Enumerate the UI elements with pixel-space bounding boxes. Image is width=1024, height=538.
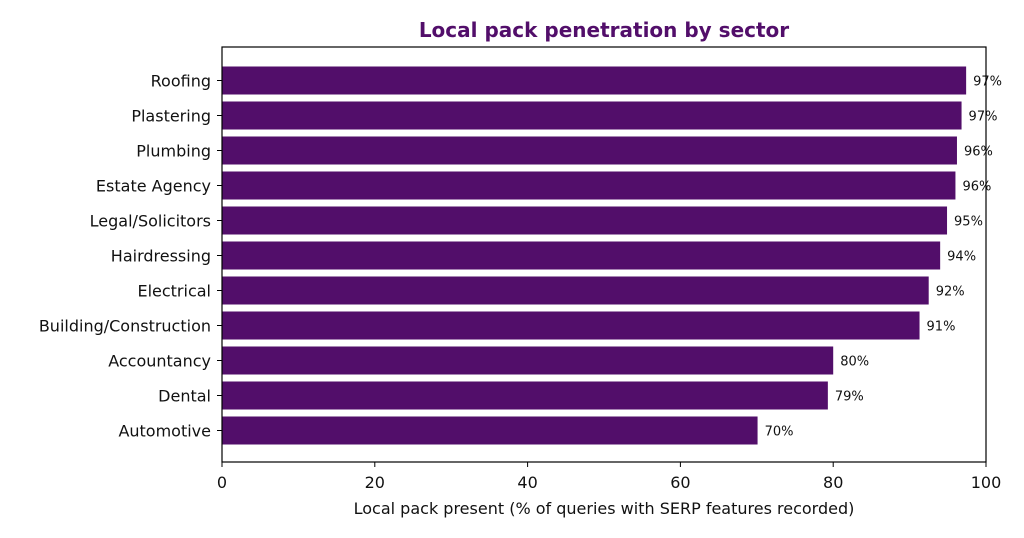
data-label: 79% <box>835 390 864 405</box>
x-tick-label: 60 <box>670 473 690 492</box>
x-ticks-group: 0 20 40 60 80 100 <box>217 462 1001 492</box>
bar <box>222 101 962 130</box>
data-label: 96% <box>962 180 991 195</box>
data-label: 97% <box>973 75 1002 90</box>
bar <box>222 241 941 270</box>
category-label: Roofing <box>151 72 211 91</box>
x-tick-label: 20 <box>365 473 385 492</box>
data-label: 96% <box>964 145 993 160</box>
data-label: 94% <box>947 250 976 265</box>
bar <box>222 416 758 445</box>
data-label: 80% <box>840 355 869 370</box>
x-tick-label: 40 <box>517 473 537 492</box>
x-tick-label: 100 <box>971 473 1002 492</box>
data-label: 70% <box>765 425 794 440</box>
bar <box>222 276 929 305</box>
category-label: Plastering <box>131 107 211 126</box>
category-label: Dental <box>158 387 211 406</box>
chart-title: Local pack penetration by sector <box>419 18 789 42</box>
category-label: Electrical <box>137 282 211 301</box>
category-label: Accountancy <box>108 352 211 371</box>
data-label: 92% <box>936 285 965 300</box>
bar <box>222 206 948 235</box>
bar <box>222 136 957 165</box>
bar <box>222 346 834 375</box>
category-label: Hairdressing <box>111 247 211 266</box>
bar <box>222 311 920 340</box>
category-label: Legal/Solicitors <box>90 212 211 231</box>
data-label: 97% <box>969 110 998 125</box>
bar <box>222 381 828 410</box>
x-axis-label: Local pack present (% of queries with SE… <box>354 499 855 518</box>
category-label: Estate Agency <box>96 177 211 196</box>
x-tick-label: 0 <box>217 473 227 492</box>
category-label: Plumbing <box>136 142 211 161</box>
x-tick-label: 80 <box>823 473 843 492</box>
data-label: 91% <box>927 320 956 335</box>
category-labels-group: Roofing Plastering Plumbing Estate Agency Le… <box>39 72 222 441</box>
data-label: 95% <box>954 215 983 230</box>
category-label: Automotive <box>118 422 211 441</box>
category-label: Building/Construction <box>39 317 211 336</box>
bars-group <box>222 66 967 445</box>
plot-frame <box>221 46 987 463</box>
bar <box>222 171 956 200</box>
bar <box>222 66 967 95</box>
